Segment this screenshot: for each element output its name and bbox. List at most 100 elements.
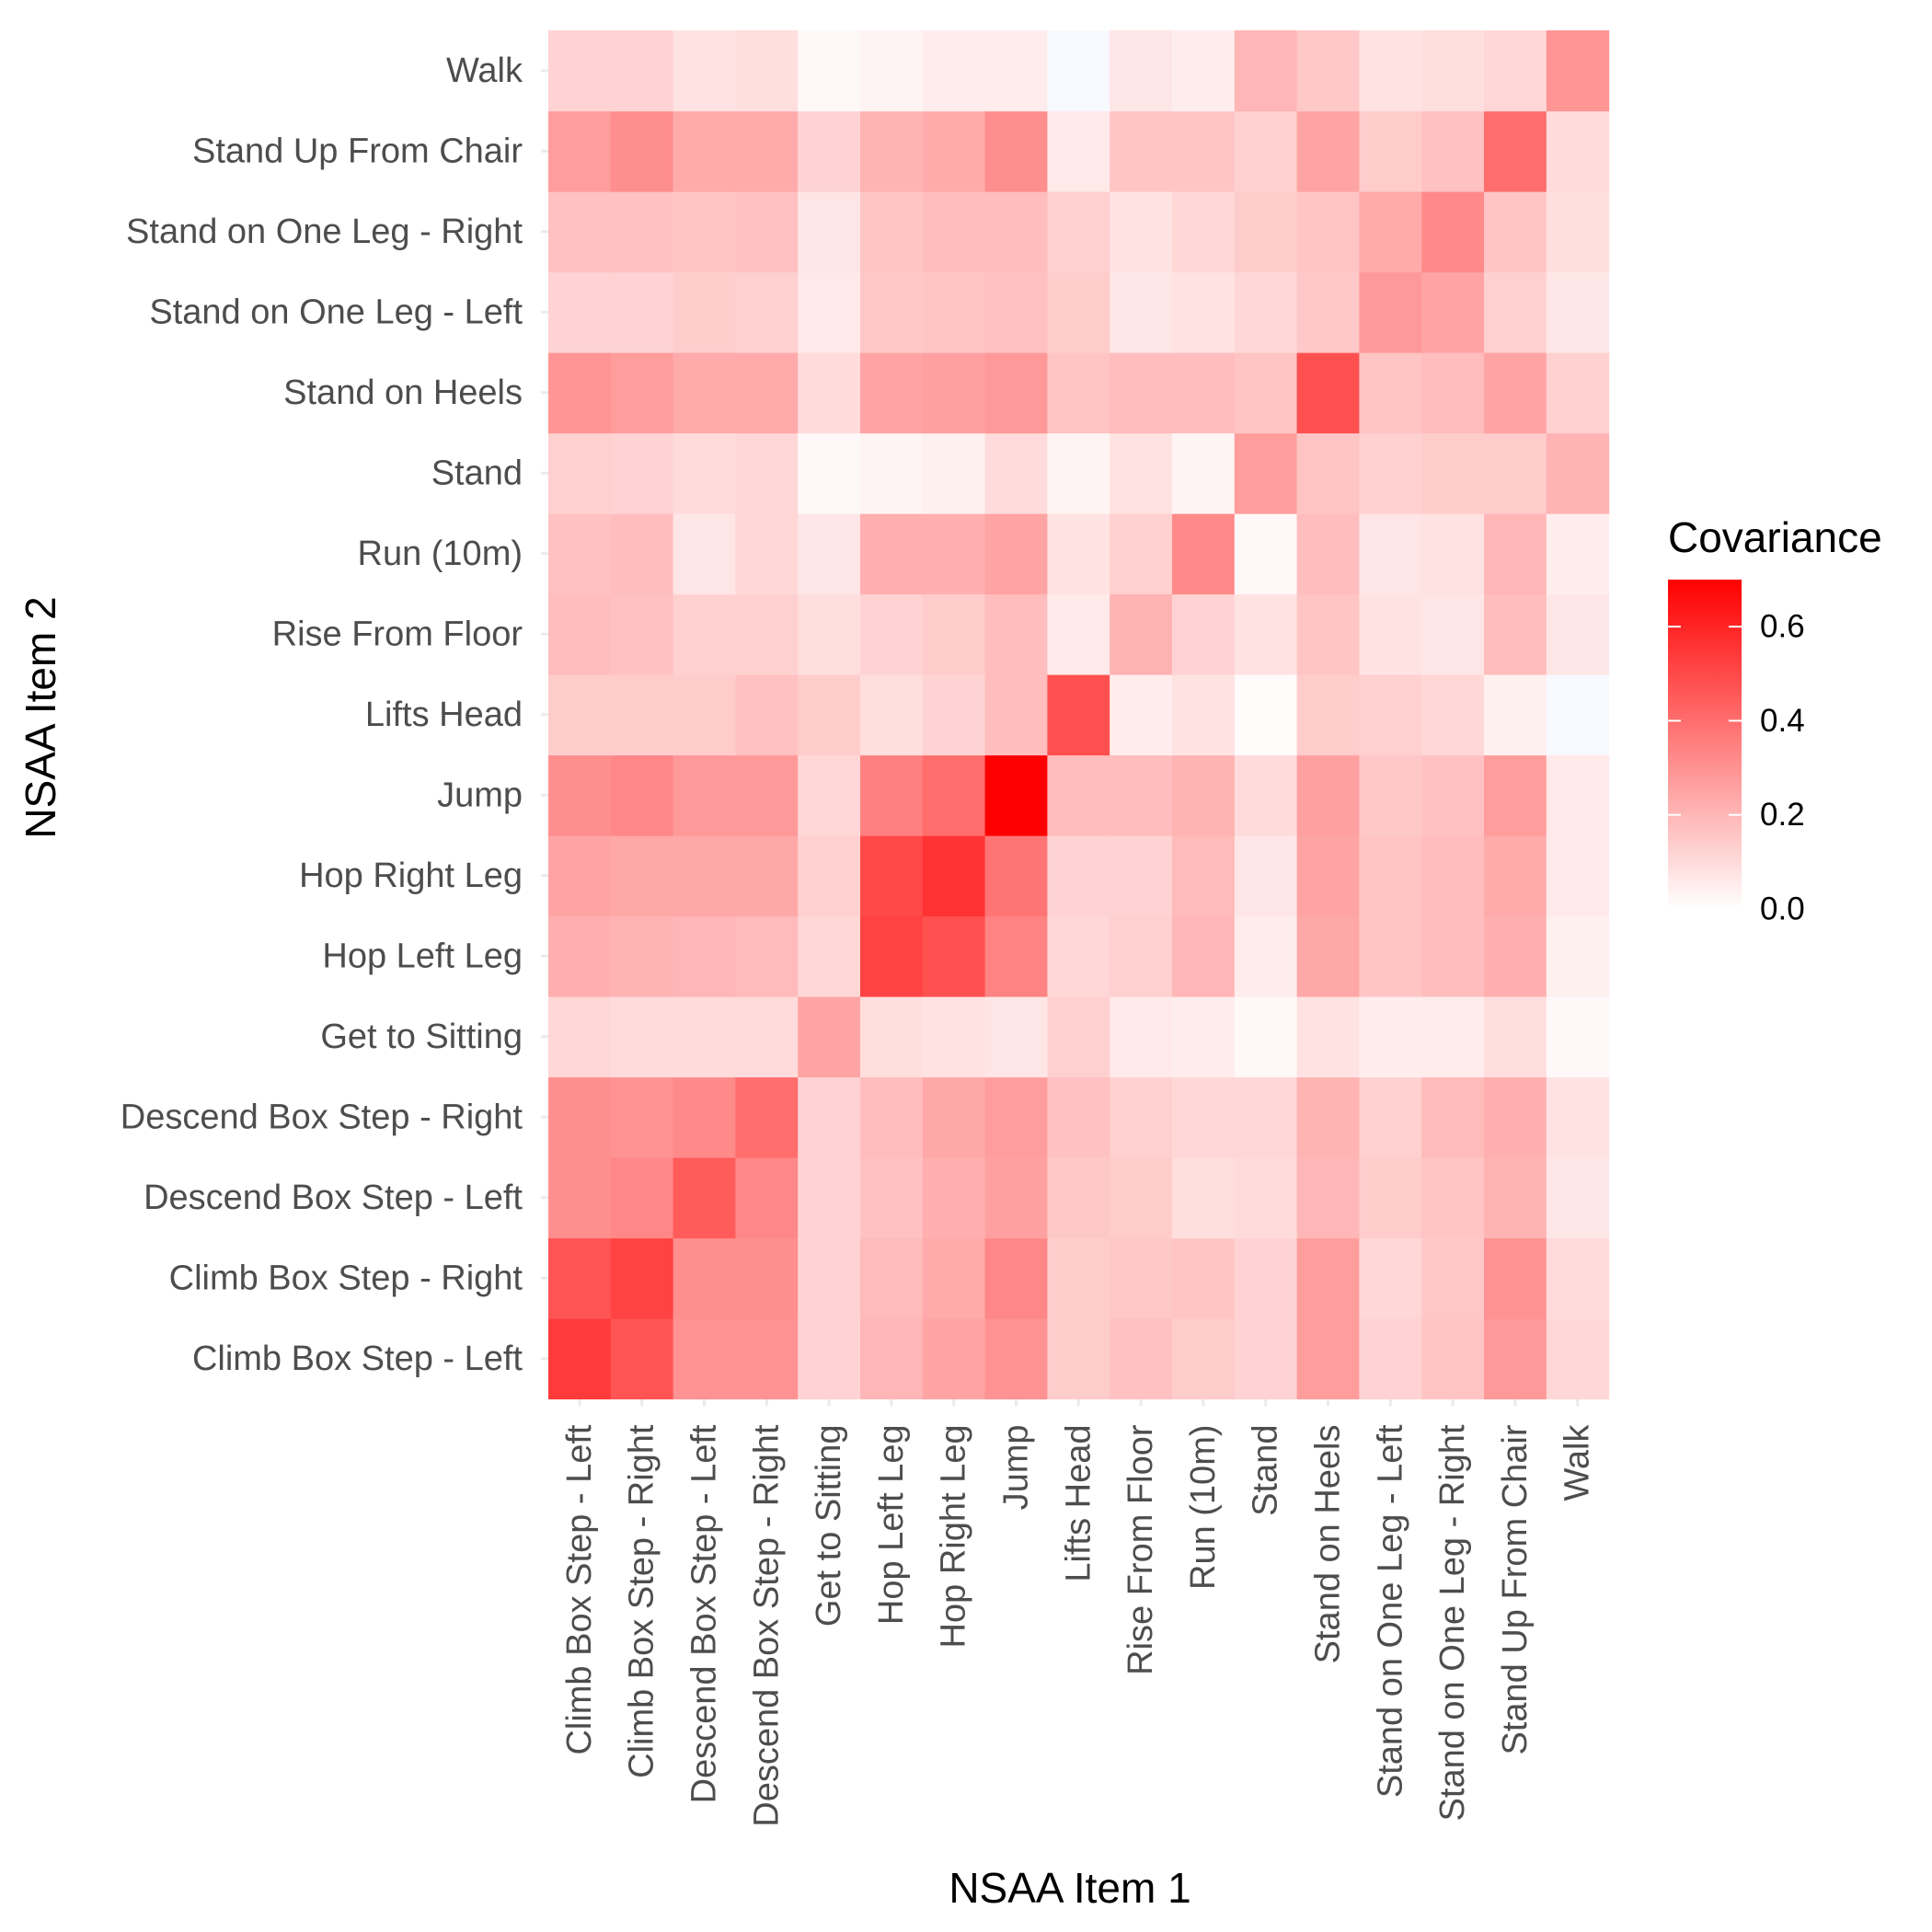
heatmap-cell	[1421, 754, 1485, 836]
heatmap-cell	[735, 915, 799, 997]
heatmap-cell	[1359, 513, 1422, 595]
heatmap-cell	[610, 1076, 674, 1158]
x-axis-title: NSAA Item 1	[949, 1864, 1190, 1912]
heatmap-cell	[1359, 432, 1422, 514]
heatmap-cell	[1484, 674, 1547, 756]
heatmap-cell	[1359, 593, 1422, 675]
heatmap-cell	[860, 1076, 924, 1158]
heatmap-cell	[922, 432, 986, 514]
heatmap-cell	[1296, 191, 1360, 273]
heatmap-cell	[1234, 352, 1298, 434]
heatmap-cell	[1421, 593, 1485, 675]
heatmap-cell	[1110, 1237, 1173, 1319]
heatmap-cell	[798, 674, 861, 756]
heatmap-cell	[860, 835, 924, 917]
heatmap-cell	[1047, 110, 1110, 192]
y-tick-label: Walk	[446, 52, 523, 90]
heatmap-cell	[1421, 110, 1485, 192]
heatmap-cell	[735, 835, 799, 917]
heatmap-cell	[922, 30, 986, 112]
heatmap-cell	[1546, 1076, 1610, 1158]
x-tick-label: Stand on One Leg - Left	[1371, 1424, 1409, 1798]
heatmap-cell	[1296, 1318, 1360, 1400]
heatmap-cell	[860, 1318, 924, 1400]
y-tick-label: Stand	[431, 454, 523, 492]
heatmap-cell	[1484, 191, 1547, 273]
y-tick-label: Descend Box Step - Left	[144, 1179, 523, 1217]
heatmap-cell	[860, 1237, 924, 1319]
heatmap-cell	[1047, 513, 1110, 595]
heatmap-cell	[1047, 1076, 1110, 1158]
y-tick-label: Climb Box Step - Left	[192, 1340, 523, 1378]
heatmap-cell	[673, 191, 736, 273]
heatmap-cell	[1234, 996, 1298, 1078]
heatmap-cell	[922, 915, 986, 997]
heatmap-cell	[548, 915, 612, 997]
heatmap-cell	[922, 110, 986, 192]
heatmap-cell	[1484, 593, 1547, 675]
heatmap-cell	[984, 835, 1048, 917]
heatmap-cell	[1546, 352, 1610, 434]
x-tick-label: Climb Box Step - Left	[560, 1424, 599, 1754]
heatmap-cell	[1546, 1237, 1610, 1319]
heatmap-cell	[548, 191, 612, 273]
heatmap-cell	[1546, 1157, 1610, 1239]
heatmap-cell	[1047, 352, 1110, 434]
heatmap-cell	[1110, 835, 1173, 917]
heatmap-cell	[673, 432, 736, 514]
heatmap-cell	[1234, 1157, 1298, 1239]
heatmap-cell	[860, 352, 924, 434]
heatmap-cell	[673, 996, 736, 1078]
heatmap-cell	[798, 1076, 861, 1158]
heatmap-cell	[610, 1318, 674, 1400]
heatmap-cell	[1359, 915, 1422, 997]
y-tick-label: Stand Up From Chair	[192, 132, 523, 170]
heatmap-cell	[860, 996, 924, 1078]
heatmap-cell	[610, 271, 674, 353]
heatmap-cell	[984, 271, 1048, 353]
heatmap-cell	[1110, 1157, 1173, 1239]
y-tick-label: Hop Right Leg	[299, 857, 523, 895]
heatmap-cell	[1546, 513, 1610, 595]
heatmap-cell	[798, 191, 861, 273]
heatmap-cell	[922, 674, 986, 756]
heatmap-cell	[1172, 1237, 1236, 1319]
heatmap-cell	[1546, 110, 1610, 192]
heatmap-cell	[1047, 996, 1110, 1078]
y-tick-label: Climb Box Step - Right	[169, 1259, 523, 1297]
heatmap-cell	[1421, 1318, 1485, 1400]
heatmap-cell	[798, 432, 861, 514]
heatmap-cell	[548, 110, 612, 192]
heatmap-cell	[1172, 915, 1236, 997]
heatmap-cell	[1172, 191, 1236, 273]
x-tick-labels: Climb Box Step - Left Climb Box Step - Ri…	[560, 1424, 1597, 1827]
x-tick-label: Run (10m)	[1184, 1425, 1223, 1591]
heatmap-cell	[798, 1157, 861, 1239]
heatmap-cell	[1484, 915, 1547, 997]
heatmap-cell	[1110, 593, 1173, 675]
heatmap-cell	[1234, 835, 1298, 917]
heatmap-cell	[610, 432, 674, 514]
heatmap-cell	[1484, 1076, 1547, 1158]
heatmap-cell	[1172, 352, 1236, 434]
heatmap-cell	[1359, 30, 1422, 112]
heatmap-cell	[1234, 191, 1298, 273]
heatmap-cell	[1234, 593, 1298, 675]
heatmap-cell	[1484, 432, 1547, 514]
heatmap-cell	[610, 110, 674, 192]
heatmap-cell	[1172, 835, 1236, 917]
heatmap-cell	[1546, 271, 1610, 353]
heatmap-cell	[1546, 754, 1610, 836]
y-tick-label: Get to Sitting	[320, 1018, 523, 1056]
heatmap-cell	[1172, 1157, 1236, 1239]
heatmap-cell	[1234, 432, 1298, 514]
heatmap-cell	[1296, 110, 1360, 192]
x-tick-label: Hop Right Leg	[935, 1425, 973, 1649]
heatmap-cell	[673, 30, 736, 112]
heatmap-cell	[610, 593, 674, 675]
heatmap-cell	[735, 271, 799, 353]
heatmap-cell	[1421, 835, 1485, 917]
heatmap-cell	[673, 674, 736, 756]
heatmap-cell	[922, 593, 986, 675]
